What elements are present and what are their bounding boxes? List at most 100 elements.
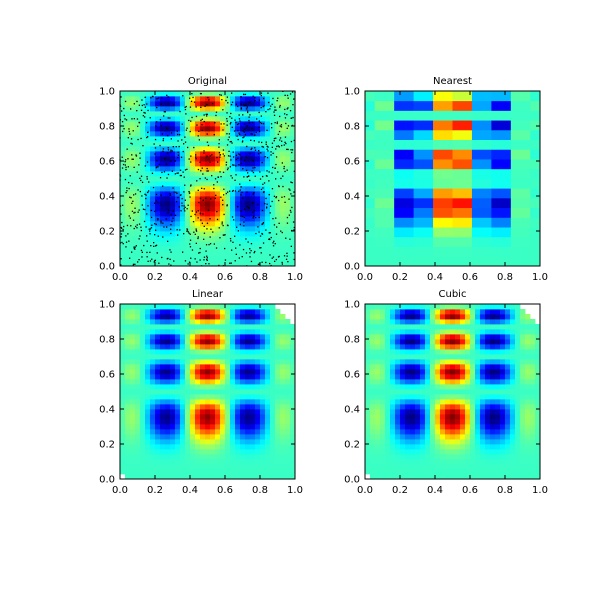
heatmap-cell	[150, 146, 155, 151]
heatmap-cell	[120, 176, 125, 181]
sample-point	[146, 235, 147, 236]
heatmap-cell	[455, 354, 460, 359]
heatmap-cell	[453, 247, 463, 257]
heatmap-cell	[485, 314, 490, 319]
heatmap-cell	[430, 459, 435, 464]
heatmap-cell	[414, 110, 424, 120]
sample-point	[137, 172, 138, 173]
sample-point	[262, 210, 263, 211]
heatmap-cell	[495, 439, 500, 444]
sample-point	[230, 238, 231, 239]
heatmap-cell	[410, 454, 415, 459]
heatmap-cell	[445, 319, 450, 324]
heatmap-cell	[475, 424, 480, 429]
sample-point	[276, 226, 277, 227]
heatmap-cell	[130, 324, 135, 329]
heatmap-cell	[490, 314, 495, 319]
heatmap-cell	[515, 449, 520, 454]
heatmap-cell	[370, 329, 375, 334]
heatmap-cell	[230, 364, 235, 369]
sample-point	[129, 133, 130, 134]
heatmap-cell	[414, 149, 424, 159]
sample-point	[142, 252, 143, 253]
sample-point	[168, 117, 169, 118]
heatmap-cell	[450, 404, 455, 409]
heatmap-cell	[404, 169, 414, 179]
heatmap-cell	[510, 389, 515, 394]
sample-point	[291, 118, 292, 119]
heatmap-cell	[140, 309, 145, 314]
heatmap-cell	[215, 384, 220, 389]
heatmap-cell	[225, 111, 230, 116]
heatmap-cell	[145, 156, 150, 161]
heatmap-cell	[255, 186, 260, 191]
heatmap-cell	[430, 424, 435, 429]
heatmap-cell	[150, 246, 155, 251]
sample-point	[202, 168, 203, 169]
heatmap-cell	[250, 394, 255, 399]
heatmap-cell	[160, 216, 165, 221]
sample-point	[284, 144, 285, 145]
heatmap-cell	[465, 444, 470, 449]
heatmap-cell	[145, 424, 150, 429]
heatmap-cell	[275, 324, 280, 329]
heatmap-cell	[155, 101, 160, 106]
heatmap-cell	[260, 166, 265, 171]
heatmap-cell	[460, 429, 465, 434]
heatmap-cell	[460, 464, 465, 469]
heatmap-cell	[530, 198, 540, 208]
heatmap-cell	[130, 121, 135, 126]
sample-point	[155, 260, 156, 261]
sample-point	[206, 256, 207, 257]
heatmap-cell	[155, 359, 160, 364]
sample-point	[146, 137, 147, 138]
sample-point	[182, 198, 183, 199]
heatmap-cell	[505, 319, 510, 324]
heatmap-cell	[390, 324, 395, 329]
sample-point	[272, 98, 273, 99]
heatmap-cell	[205, 201, 210, 206]
heatmap-cell	[175, 469, 180, 474]
heatmap-cell	[210, 161, 215, 166]
sample-point	[285, 238, 286, 239]
heatmap-cell	[165, 374, 170, 379]
heatmap-cell	[405, 414, 410, 419]
sample-point	[249, 114, 250, 115]
heatmap-cell	[491, 149, 501, 159]
heatmap-cell	[462, 101, 472, 111]
heatmap-cell	[370, 319, 375, 324]
heatmap-cell	[135, 324, 140, 329]
heatmap-cell	[175, 101, 180, 106]
heatmap-cell	[200, 314, 205, 319]
sample-point	[137, 224, 138, 225]
sample-point	[239, 114, 240, 115]
sample-point	[185, 142, 186, 143]
heatmap-cell	[410, 439, 415, 444]
heatmap-cell	[240, 349, 245, 354]
heatmap-cell	[245, 319, 250, 324]
heatmap-cell	[170, 246, 175, 251]
heatmap-cell	[160, 454, 165, 459]
heatmap-cell	[180, 256, 185, 261]
heatmap-cell	[400, 454, 405, 459]
heatmap-cell	[210, 374, 215, 379]
heatmap-cell	[195, 314, 200, 319]
heatmap-cell	[230, 424, 235, 429]
heatmap-cell	[255, 329, 260, 334]
heatmap-cell	[260, 374, 265, 379]
heatmap-cell	[520, 379, 525, 384]
heatmap-cell	[190, 226, 195, 231]
heatmap-cell	[125, 359, 130, 364]
sample-point	[200, 170, 201, 171]
heatmap-cell	[465, 454, 470, 459]
heatmap-cell	[423, 120, 433, 130]
y-tick-label: 0.6	[99, 370, 115, 381]
sample-point	[173, 211, 174, 212]
heatmap-cell	[270, 191, 275, 196]
heatmap-cell	[255, 439, 260, 444]
heatmap-cell	[521, 130, 531, 140]
heatmap-cell	[515, 419, 520, 424]
sample-point	[258, 231, 259, 232]
heatmap-cell	[140, 354, 145, 359]
heatmap-cell	[380, 434, 385, 439]
